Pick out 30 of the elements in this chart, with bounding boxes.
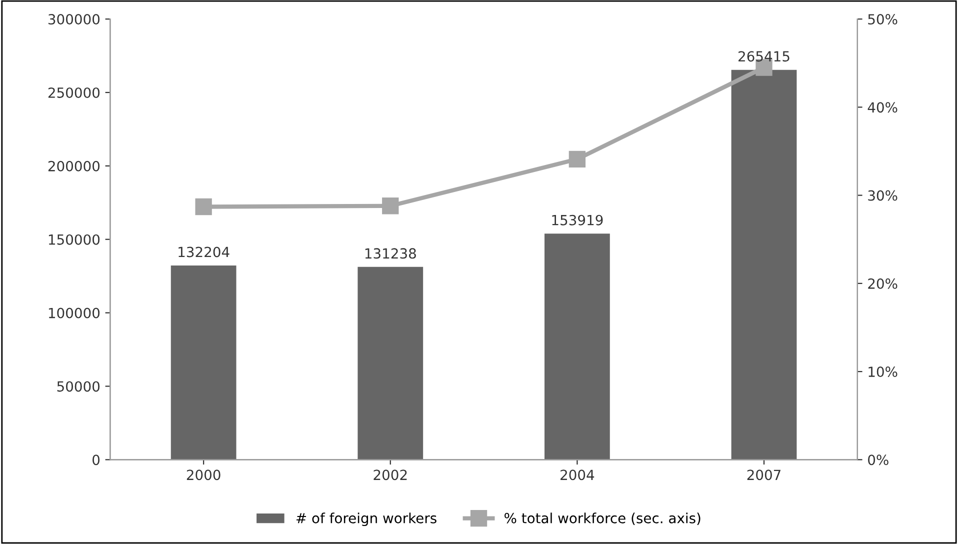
data-label: 265415 [738,51,790,62]
y-tick-label: 100000 [48,308,100,318]
bar [170,266,236,460]
y-tick-label: 300000 [48,14,100,25]
x-tick-label: 2007 [747,470,780,480]
point [568,150,586,168]
bar [358,266,424,460]
bar [731,70,797,460]
x-tick-label: 2002 [374,470,407,480]
point [195,198,212,216]
x-tick-label: 2004 [560,470,594,480]
data-label: 153919 [552,214,603,226]
y-tick-label: 200000 [48,160,100,172]
legend-label: # of foreign workers [296,512,436,526]
y-tick-label: 0 [92,454,100,466]
y2-tick-label: 30% [868,190,898,201]
bar [544,234,610,460]
legend-label: % total workforce (sec. axis) [504,512,700,526]
point [382,198,399,214]
y2-tick-label: 20% [868,278,898,289]
data-label: 131238 [365,248,416,259]
y2-tick-label: 0% [868,454,888,466]
y-tick-label: 150000 [48,234,100,245]
y-tick-label: 50000 [57,381,100,392]
y2-tick-label: 50% [868,14,898,25]
data-label: 132204 [178,246,230,258]
y2-tick-label: 40% [868,102,898,113]
y-tick-label: 250000 [48,87,100,98]
y2-tick-label: 10% [868,366,898,378]
x-tick-label: 2000 [186,470,220,480]
